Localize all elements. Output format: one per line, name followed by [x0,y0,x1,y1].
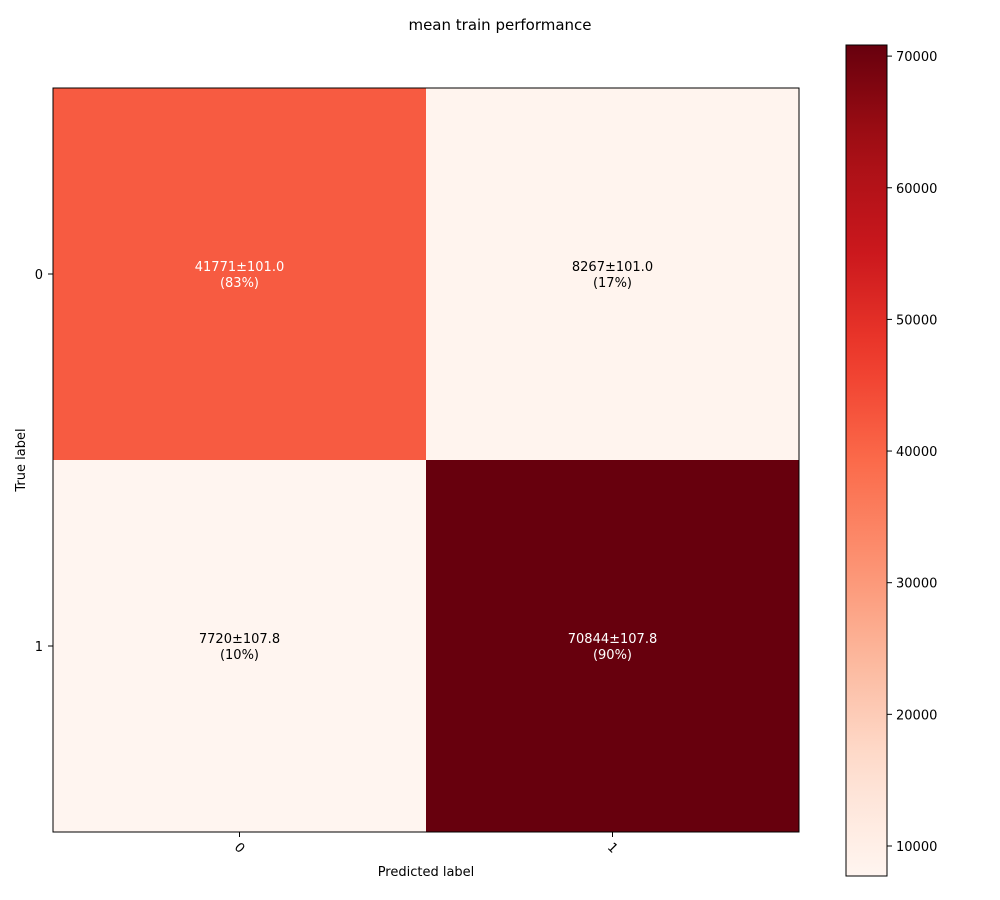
x-axis-label: Predicted label [378,865,475,880]
colorbar-tick-label: 60000 [896,182,937,197]
cell-value-label: 70844±107.8 [568,632,657,647]
colorbar-tick-label: 70000 [896,50,937,65]
heatmap-cell-0-1 [426,88,799,460]
chart-title: mean train performance [408,16,591,34]
colorbar-tick-label: 50000 [896,313,937,328]
cell-value-label: 41771±101.0 [195,260,284,275]
y-tick-label: 1 [35,640,43,655]
cell-value-label: 8267±101.0 [572,260,653,275]
matrix-frame [52,87,800,833]
cell-percent-label: (83%) [220,276,259,291]
colorbar-gradient [845,44,888,877]
cell-percent-label: (10%) [220,648,259,663]
matrix-area: 41771±101.0(83%) 8267±101.0(17%) 7720±107.… [35,87,800,857]
y-tick-label: 0 [35,268,43,283]
cell-percent-label: (17%) [593,276,632,291]
heatmap-cell-0-0 [53,88,426,460]
heatmap-cell-1-0 [53,460,426,832]
colorbar-tick-label: 40000 [896,445,937,460]
colorbar-tick-label: 30000 [896,577,937,592]
colorbar-tick-label: 20000 [896,708,937,723]
x-tick-label: 0 [231,840,247,856]
y-axis-label: True label [14,428,29,492]
cell-percent-label: (90%) [593,648,632,663]
x-tick-label: 1 [604,840,620,856]
colorbar: 10000 20000 30000 40000 50000 60000 70000 [845,44,937,877]
colorbar-tick-label: 10000 [896,840,937,855]
cell-value-label: 7720±107.8 [199,632,280,647]
heatmap-cell-1-1 [426,460,799,832]
